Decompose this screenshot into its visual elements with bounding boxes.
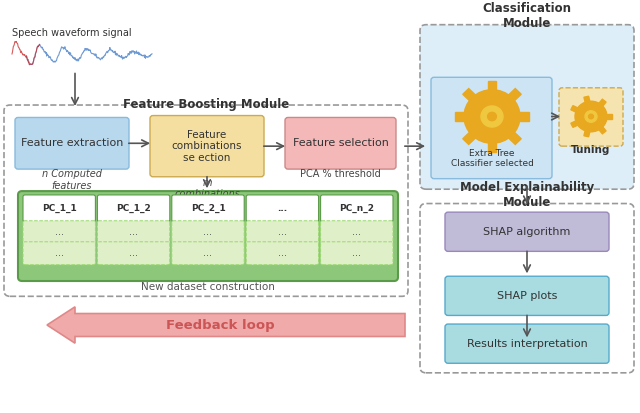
Text: New dataset construction: New dataset construction bbox=[141, 282, 275, 292]
Text: Feature
combinations
se ection: Feature combinations se ection bbox=[172, 130, 243, 163]
Text: SHAP algorithm: SHAP algorithm bbox=[483, 227, 571, 237]
Text: m
combinations: m combinations bbox=[174, 178, 240, 199]
Text: PCA % threshold: PCA % threshold bbox=[300, 169, 380, 179]
FancyBboxPatch shape bbox=[246, 221, 319, 244]
FancyBboxPatch shape bbox=[559, 88, 623, 146]
Text: PC_2_1: PC_2_1 bbox=[191, 204, 225, 213]
Text: Model Explainability
Module: Model Explainability Module bbox=[460, 181, 594, 209]
Polygon shape bbox=[463, 132, 476, 145]
Text: PC_1_1: PC_1_1 bbox=[42, 204, 77, 213]
FancyBboxPatch shape bbox=[172, 221, 244, 244]
Text: ...: ... bbox=[54, 248, 64, 258]
Circle shape bbox=[488, 112, 497, 121]
FancyBboxPatch shape bbox=[445, 212, 609, 252]
FancyBboxPatch shape bbox=[431, 77, 552, 179]
FancyBboxPatch shape bbox=[445, 324, 609, 363]
FancyBboxPatch shape bbox=[15, 117, 129, 169]
Polygon shape bbox=[455, 112, 465, 121]
Circle shape bbox=[481, 106, 503, 127]
FancyBboxPatch shape bbox=[321, 195, 393, 222]
Text: Extra Tree
Classifier selected: Extra Tree Classifier selected bbox=[451, 149, 533, 168]
Text: ...: ... bbox=[129, 227, 138, 237]
FancyBboxPatch shape bbox=[321, 221, 393, 244]
Circle shape bbox=[575, 101, 607, 132]
FancyBboxPatch shape bbox=[23, 221, 95, 244]
FancyBboxPatch shape bbox=[246, 242, 319, 265]
Text: Classification
Module: Classification Module bbox=[483, 2, 572, 31]
Text: ...: ... bbox=[352, 227, 362, 237]
Circle shape bbox=[589, 114, 593, 119]
Polygon shape bbox=[584, 96, 590, 102]
Polygon shape bbox=[571, 121, 578, 127]
FancyBboxPatch shape bbox=[285, 117, 396, 169]
FancyBboxPatch shape bbox=[18, 191, 398, 281]
Circle shape bbox=[464, 90, 520, 143]
FancyArrow shape bbox=[47, 307, 405, 343]
FancyBboxPatch shape bbox=[321, 242, 393, 265]
Polygon shape bbox=[519, 112, 529, 121]
Text: Feature selection: Feature selection bbox=[292, 138, 388, 148]
FancyBboxPatch shape bbox=[23, 242, 95, 265]
Polygon shape bbox=[607, 114, 612, 119]
Text: Feature Boosting Module: Feature Boosting Module bbox=[123, 98, 289, 111]
Text: SHAP plots: SHAP plots bbox=[497, 291, 557, 301]
Text: Feature extraction: Feature extraction bbox=[21, 138, 123, 148]
FancyBboxPatch shape bbox=[172, 242, 244, 265]
Polygon shape bbox=[599, 127, 606, 134]
FancyBboxPatch shape bbox=[97, 242, 170, 265]
Text: Results interpretation: Results interpretation bbox=[467, 339, 588, 349]
Text: PC_n_2: PC_n_2 bbox=[339, 204, 374, 213]
FancyBboxPatch shape bbox=[23, 195, 95, 222]
Text: ...: ... bbox=[277, 204, 287, 213]
Text: PC_1_2: PC_1_2 bbox=[116, 204, 151, 213]
FancyBboxPatch shape bbox=[445, 276, 609, 316]
Text: ...: ... bbox=[352, 248, 362, 258]
FancyBboxPatch shape bbox=[420, 25, 634, 189]
FancyBboxPatch shape bbox=[97, 195, 170, 222]
FancyBboxPatch shape bbox=[97, 221, 170, 244]
Text: ...: ... bbox=[278, 227, 287, 237]
Text: n Computed
features: n Computed features bbox=[42, 169, 102, 191]
FancyBboxPatch shape bbox=[150, 116, 264, 177]
Polygon shape bbox=[508, 132, 521, 145]
Text: ...: ... bbox=[278, 248, 287, 258]
Circle shape bbox=[585, 111, 597, 122]
Text: Speech waveform signal: Speech waveform signal bbox=[12, 28, 132, 38]
Polygon shape bbox=[584, 131, 590, 137]
Polygon shape bbox=[488, 81, 496, 90]
Text: Tuning: Tuning bbox=[572, 145, 611, 155]
Polygon shape bbox=[599, 99, 606, 106]
Text: ...: ... bbox=[204, 227, 212, 237]
Polygon shape bbox=[488, 142, 496, 152]
FancyBboxPatch shape bbox=[246, 195, 319, 222]
Polygon shape bbox=[571, 106, 578, 112]
FancyBboxPatch shape bbox=[172, 195, 244, 222]
Polygon shape bbox=[508, 88, 521, 101]
Text: ...: ... bbox=[204, 248, 212, 258]
Text: Feedback loop: Feedback loop bbox=[166, 318, 275, 332]
Text: ...: ... bbox=[54, 227, 64, 237]
Text: ...: ... bbox=[129, 248, 138, 258]
Polygon shape bbox=[463, 88, 476, 101]
